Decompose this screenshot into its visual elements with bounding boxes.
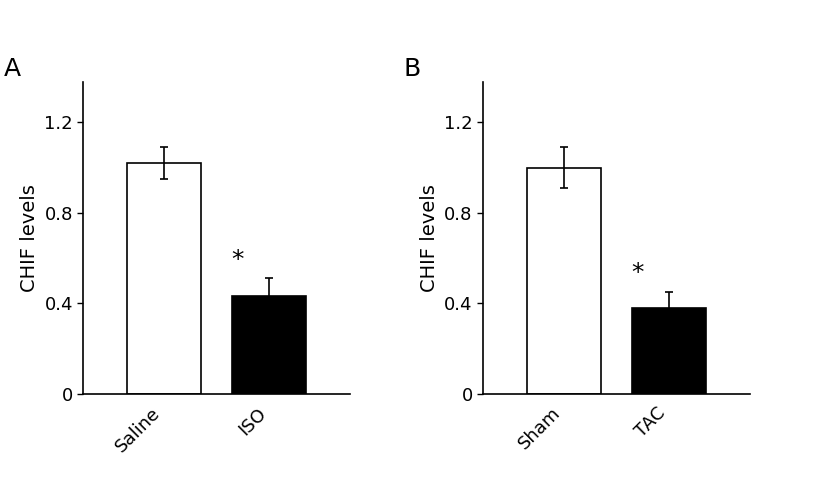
Bar [232,296,307,394]
Bar [632,308,706,394]
Text: *: * [232,248,244,272]
Text: *: * [631,261,644,285]
Y-axis label: CHIF levels: CHIF levels [20,184,38,291]
Text: B: B [403,57,421,81]
Bar [127,163,201,394]
Bar [526,168,601,394]
Text: A: A [3,57,21,81]
Y-axis label: CHIF levels: CHIF levels [420,184,438,291]
